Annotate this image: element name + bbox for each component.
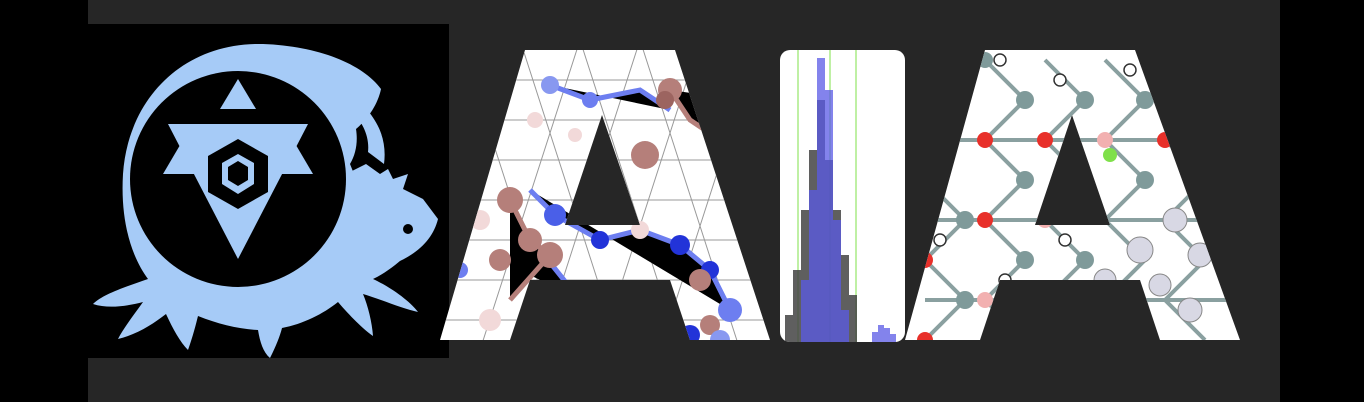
letter-a-left <box>440 50 770 340</box>
letter-i-histogram <box>780 50 905 342</box>
letter-a-right <box>905 50 1240 340</box>
wordmark <box>440 40 1260 350</box>
logo-panel <box>88 24 449 358</box>
ouroboros-dragon-hexagram-icon <box>93 43 438 358</box>
